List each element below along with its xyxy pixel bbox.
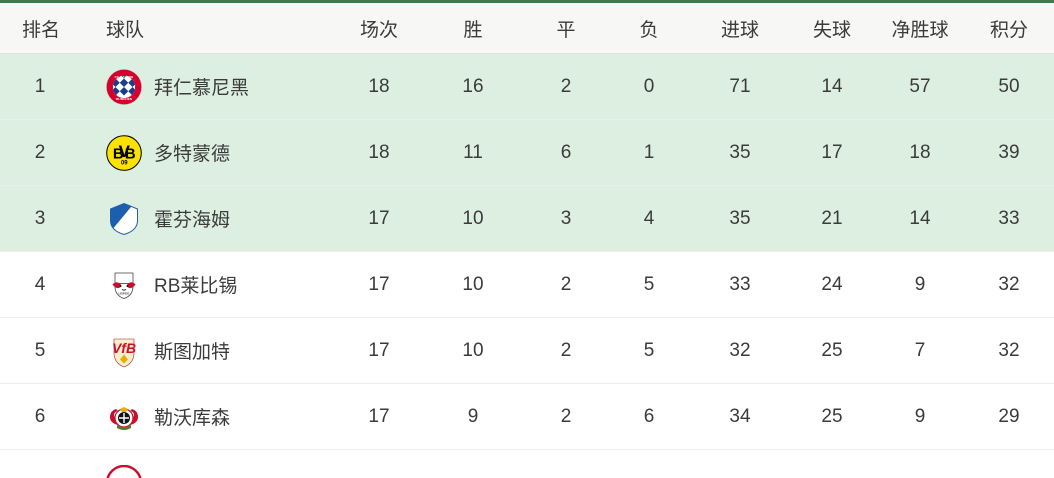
svg-text:MUNCHEN: MUNCHEN [116, 96, 133, 100]
svg-text:LEIPZIG: LEIPZIG [119, 291, 130, 295]
svg-text:09: 09 [121, 160, 128, 166]
svg-text:FC BAYERN: FC BAYERN [115, 74, 134, 78]
svg-text:VfB: VfB [112, 340, 136, 356]
